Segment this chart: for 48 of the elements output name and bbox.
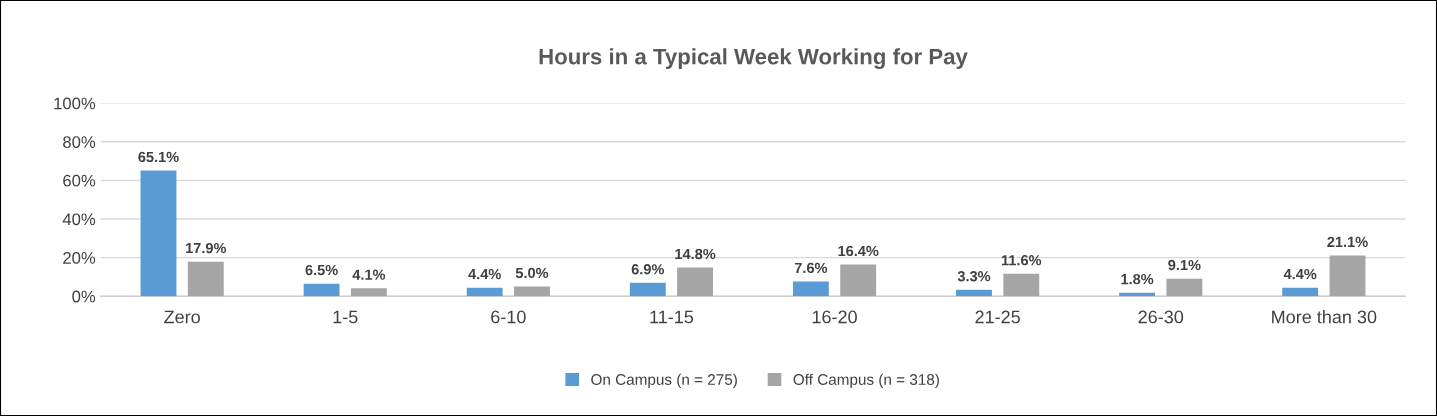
- bar: [677, 267, 714, 297]
- y-tick-label: 40%: [62, 213, 96, 226]
- data-label: 7.6%: [794, 262, 828, 274]
- bar: [629, 282, 666, 297]
- bar: [1282, 287, 1319, 297]
- legend-label: On Campus (n = 275): [591, 373, 737, 388]
- bar: [187, 261, 224, 297]
- data-label: 4.4%: [468, 268, 501, 280]
- bar: [1003, 273, 1040, 297]
- bar: [303, 283, 340, 297]
- bar: [1166, 278, 1203, 297]
- data-label: 3.3%: [957, 271, 991, 282]
- data-label: 6.5%: [305, 264, 338, 276]
- bar: [466, 287, 503, 297]
- data-label: 5.0%: [515, 267, 549, 279]
- data-label: 21.1%: [1327, 236, 1368, 247]
- x-tick-label: 11-15: [650, 310, 694, 324]
- data-label: 65.1%: [138, 151, 179, 163]
- bar: [350, 288, 387, 297]
- x-tick-label: 6-10: [491, 310, 526, 324]
- data-label: 11.6%: [1001, 255, 1042, 266]
- bar: [956, 289, 992, 297]
- y-tick-label: 20%: [63, 251, 96, 264]
- bar: [1329, 255, 1366, 297]
- y-tick-label: 100%: [54, 97, 96, 110]
- x-tick-label: More than 30: [1272, 310, 1377, 324]
- y-tick-label: 80%: [63, 136, 96, 148]
- data-label: 1.8%: [1121, 273, 1154, 285]
- y-tick-label: 0%: [72, 290, 96, 303]
- bar: [840, 264, 877, 297]
- data-label: 16.4%: [838, 245, 879, 257]
- x-tick-label: 21-25: [975, 310, 1020, 324]
- bar: [140, 170, 177, 297]
- data-label: 17.9%: [186, 242, 227, 254]
- bar: [792, 281, 829, 297]
- chart-title: Hours in a Typical Week Working for Pay: [539, 48, 968, 69]
- data-label: 9.1%: [1168, 259, 1201, 271]
- data-label: 6.9%: [631, 264, 665, 275]
- x-tick-label: Zero: [164, 310, 200, 324]
- data-label: 4.4%: [1283, 268, 1317, 280]
- x-tick-label: 16-20: [812, 310, 857, 324]
- x-tick-label: 26-30: [1138, 310, 1184, 324]
- data-label: 14.8%: [675, 248, 716, 260]
- legend-label: Off Campus (n = 318): [793, 373, 939, 388]
- y-tick-label: 60%: [63, 174, 96, 187]
- bar: [514, 286, 550, 297]
- data-label: 4.1%: [352, 269, 386, 280]
- x-tick-label: 1-5: [333, 310, 358, 324]
